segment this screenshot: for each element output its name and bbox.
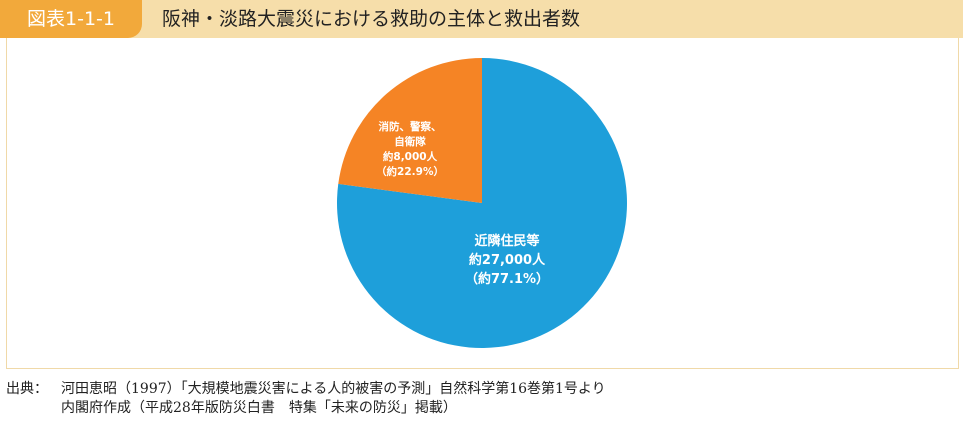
source-line-2: 内閣府作成（平成28年版防災白書 特集「未来の防災」掲載） — [61, 400, 457, 416]
figure-title: 阪神・淡路大震災における救助の主体と救出者数 — [162, 8, 581, 30]
source-prefix: 出典： — [6, 381, 48, 397]
pie-label-1: 消防、警察、自衛隊約8,000人（約22.9%） — [376, 120, 444, 178]
figure-label: 図表1-1-1 — [0, 0, 142, 38]
pie-label-0: 近隣住民等約27,000人（約77.1%） — [465, 233, 549, 287]
source-note: 出典： 河田恵昭（1997）「大規模地震災害による人的被害の予測」自然科学第16… — [6, 380, 956, 418]
pie-slice-1 — [338, 58, 482, 203]
source-line-1: 河田恵昭（1997）「大規模地震災害による人的被害の予測」自然科学第16巻第1号… — [61, 381, 606, 397]
figure-header: 図表1-1-1 阪神・淡路大震災における救助の主体と救出者数 — [0, 0, 963, 38]
